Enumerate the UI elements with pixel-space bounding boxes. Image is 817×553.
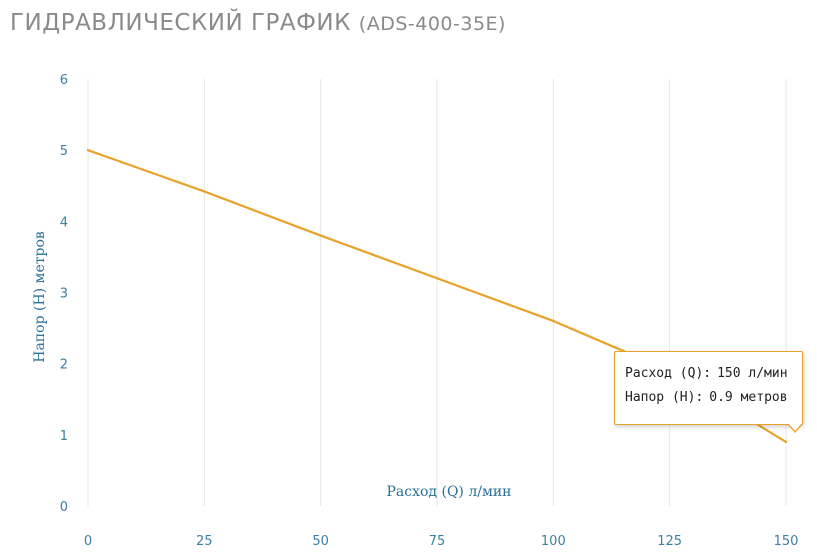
grid-lines	[87, 79, 787, 506]
x-tick-label: 150	[774, 534, 799, 549]
data-point	[784, 440, 788, 444]
y-tick-label: 6	[60, 73, 68, 88]
y-tick-label: 4	[60, 215, 68, 230]
y-tick-label: 0	[60, 500, 68, 515]
x-axis-ticks: 0 25 50 75 100 125 150	[84, 534, 799, 549]
x-tick-label: 50	[312, 534, 329, 549]
x-axis-title: Расход (Q) л/мин	[386, 484, 511, 500]
data-point	[203, 190, 206, 193]
y-tick-label: 2	[60, 358, 68, 373]
y-tick-label: 1	[60, 429, 68, 444]
y-tick-label: 5	[60, 144, 68, 159]
data-point	[319, 234, 322, 237]
y-axis-title: Напор (Н) метров	[32, 231, 48, 363]
tooltip-pointer-fill	[788, 423, 802, 431]
x-tick-label: 125	[657, 534, 682, 549]
data-tooltip: Расход (Q): 150 л/мин Напор (Н): 0.9 метро…	[614, 351, 803, 433]
chart-title-text: ГИДРАВЛИЧЕСКИЙ ГРАФИК	[10, 10, 351, 36]
x-tick-label: 75	[429, 534, 446, 549]
y-axis-ticks: 0 1 2 3 4 5 6	[60, 73, 68, 515]
tooltip-flow-value: 150 л/мин	[717, 366, 788, 381]
x-tick-label: 100	[541, 534, 566, 549]
tooltip-head-label: Напор (Н):	[625, 390, 704, 405]
x-tick-label: 25	[196, 534, 213, 549]
tooltip-head-row: Напор (Н): 0.9 метров	[625, 390, 788, 405]
data-point	[435, 277, 439, 280]
chart-title: ГИДРАВЛИЧЕСКИЙ ГРАФИК (ADS-400-35E)	[10, 10, 506, 36]
tooltip-flow-row: Расход (Q): 150 л/мин	[625, 366, 788, 381]
data-point	[552, 319, 555, 323]
x-tick-label: 0	[84, 534, 92, 549]
y-tick-label: 3	[60, 287, 68, 302]
tooltip-head-value: 0.9 метров	[709, 390, 788, 405]
tooltip-flow-label: Расход (Q):	[625, 366, 712, 381]
data-point	[86, 148, 90, 152]
chart-model-label: (ADS-400-35E)	[358, 13, 506, 35]
